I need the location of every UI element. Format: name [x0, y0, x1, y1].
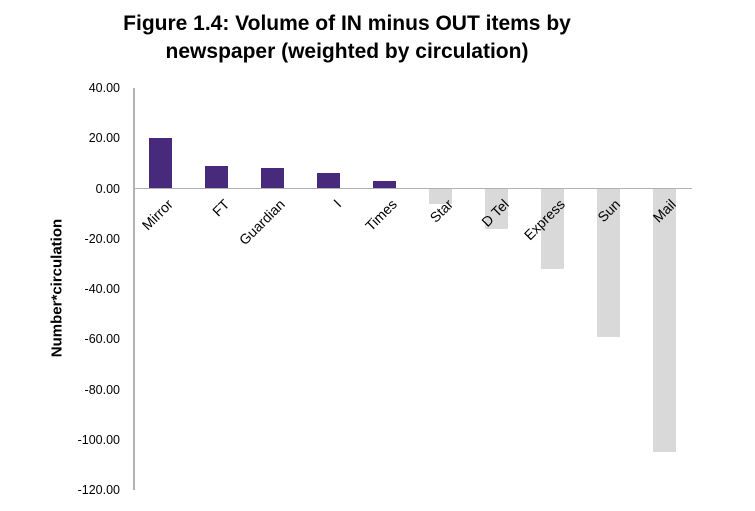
chart-title-line1: Figure 1.4: Volume of IN minus OUT items…: [123, 12, 571, 35]
y-tick-label: 0.00: [95, 181, 120, 196]
category-label-times: Times: [361, 195, 400, 234]
bar-d-tel: [484, 188, 508, 229]
y-tick-label: -20.00: [84, 231, 120, 246]
y-axis-title: Number*circulation: [48, 218, 66, 358]
bar-times: [373, 180, 397, 189]
y-tick-label: 40.00: [88, 81, 120, 95]
bar-star: [428, 188, 452, 204]
y-tick-label: -120.00: [77, 483, 120, 497]
chart-title-line2: newspaper (weighted by circulation): [165, 40, 529, 63]
y-axis-line: [133, 88, 135, 490]
category-label-guardian: Guardian: [236, 195, 289, 248]
chart-title: Figure 1.4: Volume of IN minus OUT items…: [0, 10, 694, 66]
category-label-mirror: Mirror: [139, 195, 177, 233]
bar-mail: [652, 188, 676, 453]
y-tick-label: -60.00: [84, 332, 120, 347]
bar-i: [317, 173, 341, 189]
bar-mirror: [149, 138, 173, 189]
y-tick-label: -100.00: [77, 432, 120, 447]
y-tick-label: -40.00: [84, 282, 120, 296]
bar-sun: [596, 188, 620, 337]
y-tick-label: -80.00: [84, 382, 120, 397]
bar-ft: [205, 165, 229, 189]
y-tick-label: 20.00: [88, 131, 120, 146]
category-label-i: I: [329, 195, 344, 210]
bar-express: [540, 188, 564, 269]
x-axis-line: [133, 187, 692, 190]
bar-guardian: [261, 168, 285, 189]
category-label-ft: FT: [208, 195, 233, 219]
